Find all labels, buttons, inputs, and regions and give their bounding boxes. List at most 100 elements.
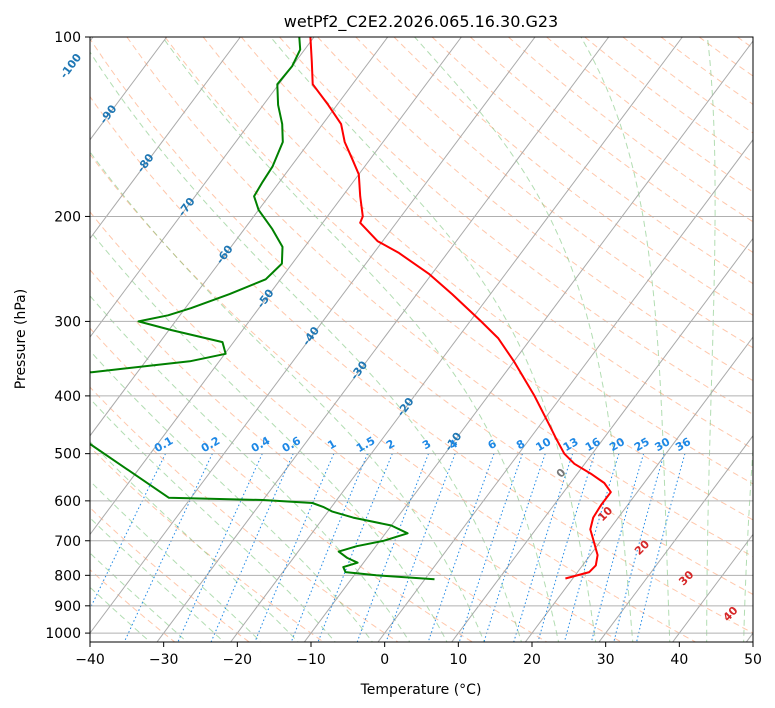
isotherm-label: -40: [300, 324, 323, 348]
mixing-ratio-line: [356, 453, 429, 642]
isotherm-line: [672, 533, 753, 642]
dry-adiabat-line: [90, 38, 753, 595]
dry-adiabat-line: [431, 37, 753, 285]
moist-adiabat-line: [90, 151, 485, 642]
dry-adiabat-line: [393, 37, 753, 316]
isotherm-label: -20: [394, 395, 417, 419]
mixing-ratio-line: [537, 453, 596, 642]
x-tick-label: 30: [597, 652, 615, 668]
x-tick-label: −40: [75, 652, 105, 668]
isotherm-label: -70: [175, 195, 198, 219]
dry-adiabat-line: [90, 211, 623, 642]
moist-adiabat-line: [743, 443, 753, 642]
dry-adiabat-line: [90, 446, 325, 642]
isotherm-line: [90, 37, 389, 437]
mixing-ratio-line: [563, 453, 620, 642]
isotherm-line: [303, 40, 753, 642]
background-lines: [90, 37, 753, 642]
moist-adiabat-line: [90, 517, 225, 642]
isotherm-label: -50: [254, 286, 277, 310]
mixing-ratio-label: 1: [325, 437, 338, 452]
y-tick-label: 300: [54, 314, 81, 330]
moist-adiabat-line: [414, 37, 634, 642]
x-tick-label: 50: [744, 652, 762, 668]
isotherm-line: [524, 336, 753, 642]
isotherm-line: [90, 37, 462, 536]
x-tick-label: 10: [449, 652, 467, 668]
isotherm-label: -100: [57, 51, 84, 81]
moist-adiabat-line: [90, 350, 374, 642]
dry-adiabat-line: [90, 569, 176, 642]
mixing-ratio-line: [513, 453, 574, 642]
mixing-ratio-line: [123, 453, 213, 642]
moist-adiabat-line: [580, 37, 671, 642]
isotherm-line: [598, 434, 753, 642]
mixing-ratio-line: [427, 453, 495, 642]
y-tick-label: 200: [54, 209, 81, 225]
y-tick-label: 1000: [45, 626, 81, 642]
moist-adiabat-line: [270, 37, 597, 642]
isotherm-line: [90, 37, 168, 141]
y-tick-label: 800: [54, 568, 81, 584]
x-tick-label: 0: [380, 652, 389, 668]
isotherm-line: [377, 138, 753, 642]
moist-adiabat-line: [90, 295, 411, 642]
moist-adiabat-line: [90, 230, 448, 642]
dry-adiabat-line: [698, 37, 753, 77]
mixing-ratio-label: 20: [607, 435, 627, 454]
mixing-ratio-line: [385, 453, 456, 642]
moist-adiabat-line: [90, 398, 336, 642]
x-tick-label: −20: [223, 652, 253, 668]
moist-adiabat-line: [90, 440, 299, 642]
y-tick-label: 600: [54, 494, 81, 510]
dry-adiabat-line: [622, 37, 753, 134]
moist-adiabat-line: [90, 480, 262, 642]
dry-adiabat-line: [90, 269, 548, 642]
profiles: [90, 37, 612, 581]
y-tick-label: 700: [54, 534, 81, 550]
moist-adiabat-line: [162, 37, 560, 642]
isotherm-label: -80: [134, 151, 157, 175]
moist-adiabat-label: 10: [595, 504, 615, 524]
dry-adiabat-line: [469, 37, 753, 254]
pressure-gridlines: [90, 215, 753, 634]
mixing-ratio-line: [90, 453, 166, 611]
dry-adiabat-line: [546, 37, 753, 193]
isotherm-label: -30: [348, 358, 371, 382]
mixing-ratio-line: [636, 453, 686, 642]
x-tick-label: −10: [296, 652, 326, 668]
dry-adiabat-line: [660, 37, 753, 105]
annotations: -100-90-80-70-60-50-40-30-20-100.1 0.2 0.4…: [57, 51, 740, 624]
dry-adiabat-line: [164, 37, 753, 521]
x-tick-label: 20: [523, 652, 541, 668]
y-tick-label: 400: [54, 389, 81, 405]
y-axis-label: Pressure (hPa): [13, 289, 29, 389]
x-tick-label: 40: [670, 652, 688, 668]
isotherm-line: [90, 37, 536, 634]
mixing-ratio-line: [483, 453, 546, 642]
mixing-ratio-line: [290, 453, 368, 642]
moist-adiabat-line: [706, 37, 716, 642]
mixing-ratio-label: 30: [652, 435, 672, 454]
isotherm-label: -90: [97, 102, 120, 126]
mixing-ratio-label: 0.6: [280, 434, 304, 455]
temperature-line: [309, 37, 612, 580]
dry-adiabat-line: [90, 327, 474, 642]
dewpoint-line: [90, 37, 435, 581]
mixing-ratio-label: 1.5: [354, 434, 377, 455]
isotherm-line: [90, 37, 241, 240]
y-tick-label: 500: [54, 447, 81, 463]
mixing-ratio-line: [613, 453, 665, 642]
isotherm-line: [451, 237, 753, 642]
x-axis: −40 −30 −20 −10 0 10 20 30 40 50: [75, 642, 762, 668]
chart-title: wetPf2_C2E2.2026.065.16.30.G23: [284, 12, 558, 32]
mixing-ratio-line: [254, 453, 335, 642]
dry-adiabat-line: [279, 37, 753, 415]
isotherm-line: [230, 37, 683, 642]
mixing-ratio-label: 2: [384, 437, 397, 452]
y-axis: 100 200 300 400 500 600 700 800 900 1000: [45, 30, 90, 642]
x-axis-label: Temperature (°C): [360, 682, 482, 698]
dry-adiabat-line: [240, 37, 753, 450]
moist-adiabat-label: 30: [676, 568, 696, 588]
